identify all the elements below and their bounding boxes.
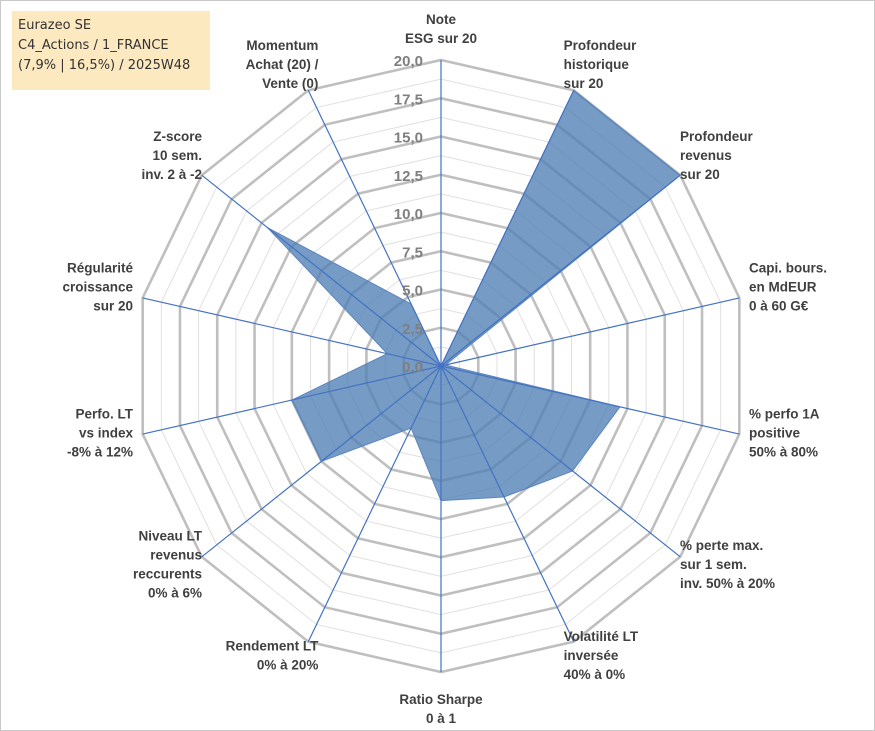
axis-spoke (440, 365, 681, 558)
axis-label: Volatilité LT inversée 40% à 0% (564, 629, 639, 682)
axis-spoke (440, 365, 740, 435)
axis-spoke (440, 297, 740, 367)
axis-label-line: Volatilité LT (564, 629, 639, 644)
axis-label: Note ESG sur 20 (405, 12, 477, 46)
axis-spoke (201, 174, 442, 367)
axis-spoke (307, 365, 442, 642)
axis-label-line: Momentum (246, 38, 318, 53)
axis-label-line: revenus (150, 548, 202, 563)
title-line-period: (7,9% | 16,5%) / 2025W48 (18, 58, 191, 73)
title-line-company: Eurazeo SE (18, 18, 92, 33)
axis-label-line: Régularité (67, 261, 134, 276)
axis-label-line: historique (564, 57, 630, 72)
axis-label-line: reccurents (133, 567, 202, 582)
axis-label-line: sur 20 (680, 167, 720, 182)
axis-label-line: Profondeur (564, 38, 637, 53)
axis-label: Momentum Achat (20) / Vente (0) (246, 38, 319, 91)
tick-label: 10,0 (394, 206, 423, 223)
axis-spoke (307, 90, 442, 367)
axis-label-line: Z-score (153, 129, 202, 144)
axis-label-line: Niveau LT (139, 529, 203, 544)
tick-label: 12,5 (394, 168, 423, 185)
axis-label-line: Rendement LT (226, 639, 320, 654)
axis-spoke (440, 90, 575, 367)
axis-label-line: Profondeur (680, 129, 753, 144)
axis-label-line: 0% à 6% (148, 586, 202, 601)
axis-label: % perfo 1A positive 50% à 80% (749, 406, 820, 459)
axis-label: Régularité croissance sur 20 (62, 261, 133, 314)
axis-label-line: % perte max. (680, 538, 763, 553)
axis-label-line: 0 à 1 (426, 711, 457, 726)
axis-label: Z-score 10 sem. inv. 2 à -2 (142, 129, 203, 182)
axis-spoke (142, 297, 442, 367)
axis-label-line: 0% à 20% (257, 658, 319, 673)
radial-tick-labels: 0,0 2,5 5,0 7,5 10,0 12,5 15,0 17,5 20,0 (394, 53, 423, 376)
axis-label: Capi. bours. en MdEUR 0 à 60 G€ (749, 261, 827, 314)
axis-label-line: 40% à 0% (564, 667, 626, 682)
axis-label-line: croissance (62, 280, 133, 295)
tick-label: 15,0 (394, 130, 423, 147)
axis-label-line: sur 20 (93, 299, 133, 314)
axis-label-line: inversée (564, 648, 619, 663)
axis-label-line: sur 1 sem. (680, 557, 747, 572)
axis-label-line: inv. 50% à 20% (680, 576, 775, 591)
tick-label: 2,5 (402, 321, 423, 338)
axis-label-line: Vente (0) (262, 76, 318, 91)
axis-label-line: vs index (79, 425, 134, 440)
axis-label-line: -8% à 12% (67, 444, 133, 459)
data-series (267, 89, 682, 502)
axis-spoke (440, 174, 681, 367)
axis-spoke (201, 365, 442, 558)
axis-label-line: Ratio Sharpe (399, 692, 483, 707)
axis-spokes (142, 60, 740, 672)
axis-label: Niveau LT revenus reccurents 0% à 6% (133, 529, 203, 601)
chart-title-box: Eurazeo SE C4_Actions / 1_FRANCE (7,9% |… (12, 11, 210, 90)
axis-label-line: 0 à 60 G€ (749, 299, 809, 314)
axis-label: % perte max. sur 1 sem. inv. 50% à 20% (680, 538, 775, 591)
axis-label-line: sur 20 (564, 76, 604, 91)
tick-label: 7,5 (402, 244, 423, 261)
axis-label: Ratio Sharpe 0 à 1 (399, 692, 483, 726)
tick-label: 20,0 (394, 53, 423, 70)
series-area (267, 89, 682, 502)
axis-labels: Note ESG sur 20 Profondeur historique sur 20… (62, 12, 827, 726)
axis-label: Rendement LT 0% à 20% (226, 639, 320, 673)
title-line-category: C4_Actions / 1_FRANCE (18, 38, 169, 53)
axis-label-line: Perfo. LT (76, 406, 134, 421)
axis-label: Profondeur historique sur 20 (564, 38, 637, 91)
axis-label: Perfo. LT vs index -8% à 12% (67, 406, 134, 459)
axis-spoke (142, 365, 442, 435)
axis-label-line: Achat (20) / (246, 57, 319, 72)
axis-label-line: positive (749, 425, 801, 440)
tick-label: 5,0 (402, 283, 423, 300)
axis-label-line: en MdEUR (749, 280, 817, 295)
axis-label: Profondeur revenus sur 20 (680, 129, 753, 182)
axis-label-line: Note (426, 12, 456, 27)
axis-label-line: ESG sur 20 (405, 31, 477, 46)
axis-label-line: % perfo 1A (749, 406, 820, 421)
axis-label-line: revenus (680, 148, 732, 163)
axis-spoke (440, 365, 575, 642)
axis-label-line: inv. 2 à -2 (142, 167, 203, 182)
tick-label: 17,5 (394, 91, 423, 108)
axis-label-line: 10 sem. (152, 148, 202, 163)
axis-label-line: Capi. bours. (749, 261, 827, 276)
tick-label: 0,0 (402, 359, 423, 376)
axis-label-line: 50% à 80% (749, 444, 818, 459)
